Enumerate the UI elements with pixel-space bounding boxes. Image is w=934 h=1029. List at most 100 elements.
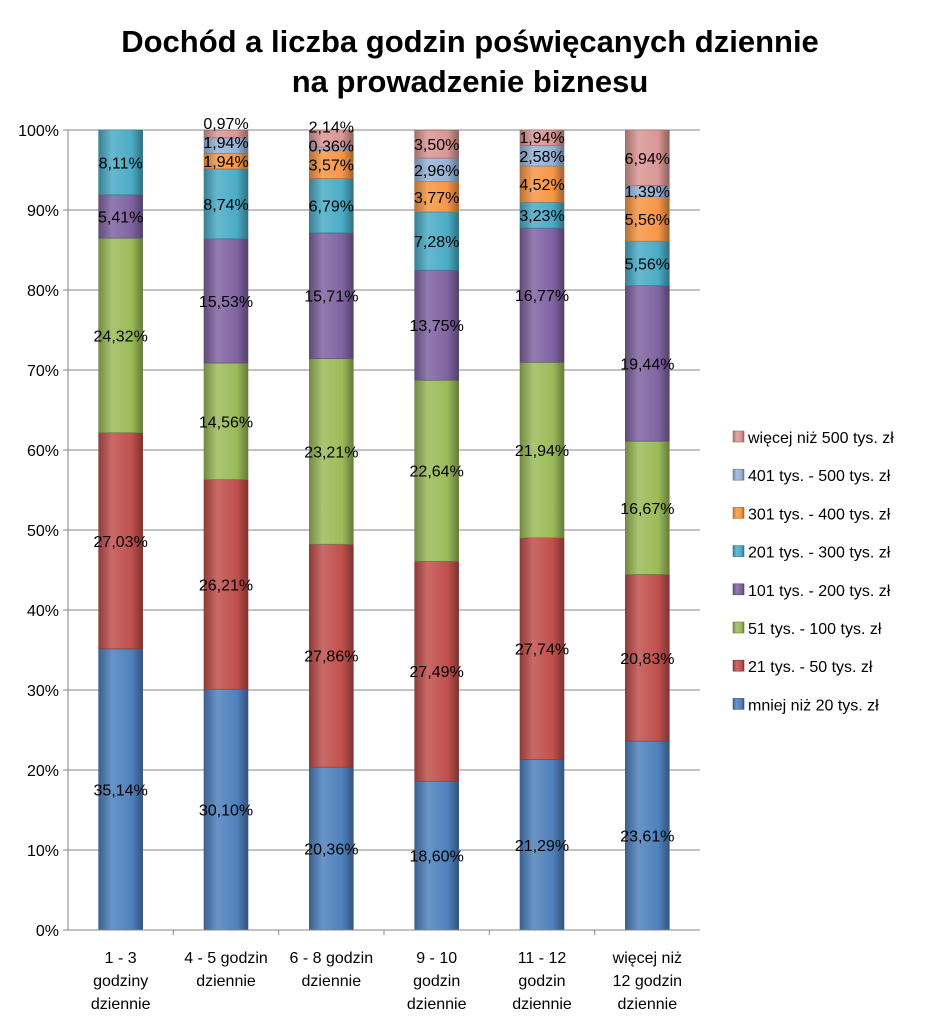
data-label: 23,61%	[620, 829, 674, 846]
legend-item: więcej niż 500 tys. zł	[732, 430, 894, 447]
legend-label: 301 tys. - 400 tys. zł	[748, 506, 891, 523]
bar-segment	[309, 543, 354, 768]
bar-segment	[519, 165, 565, 203]
legend-item: mniej niż 20 tys. zł	[732, 697, 879, 714]
x-tick-label: więcej niż	[612, 950, 682, 967]
y-tick-label: 10%	[27, 843, 59, 860]
data-label: 21,29%	[515, 838, 569, 855]
bar-segment	[203, 362, 249, 480]
data-label: 14,56%	[199, 414, 253, 431]
data-labels: 35,14% 27,03% 24,32% 5,41% 8,11% 30,10% 26,21%…	[94, 116, 675, 865]
legend-item: 21 tys. - 50 tys. zł	[732, 659, 873, 676]
data-label: 27,74%	[515, 642, 569, 659]
x-tick-label: godziny	[93, 973, 148, 990]
data-label: 3,77%	[414, 190, 459, 207]
bar-segment	[203, 168, 249, 240]
bar-segment	[98, 237, 143, 433]
bar-segment	[98, 648, 143, 931]
data-label: 15,71%	[304, 289, 358, 306]
data-label: 15,53%	[199, 294, 253, 311]
data-label: 1,39%	[625, 184, 670, 201]
data-label: 22,64%	[410, 464, 464, 481]
bar-segment	[414, 129, 459, 159]
bar-segment	[625, 196, 670, 242]
data-label: 5,56%	[625, 256, 670, 273]
legend-label: 401 tys. - 500 tys. zł	[748, 468, 891, 485]
data-label: 19,44%	[620, 356, 674, 373]
data-label: 3,57%	[309, 157, 354, 174]
gridlines	[68, 129, 700, 931]
x-tick-label: 4 - 5 godzin	[184, 950, 268, 967]
x-tick-label: 1 - 3	[105, 950, 137, 967]
y-tick-label: 40%	[27, 603, 59, 620]
y-tick-label: 60%	[27, 443, 59, 460]
x-tick-label: dziennie	[196, 973, 256, 990]
data-label: 6,79%	[309, 199, 354, 216]
y-tick-label: 90%	[27, 203, 59, 220]
legend-swatch	[732, 545, 745, 557]
bar-segment	[519, 129, 565, 146]
data-label: 16,67%	[620, 501, 674, 518]
legend-label: więcej niż 500 tys. zł	[747, 430, 894, 447]
data-label: 5,41%	[98, 209, 143, 226]
x-tick-label: 9 - 10	[416, 950, 457, 967]
legend: więcej niż 500 tys. zł 401 tys. - 500 tys…	[732, 430, 894, 714]
legend-label: 201 tys. - 300 tys. zł	[748, 545, 891, 562]
data-label: 26,21%	[199, 577, 253, 594]
data-label: 16,77%	[515, 288, 569, 305]
data-label: 23,21%	[304, 444, 358, 461]
bar-segment	[625, 574, 670, 742]
data-label: 13,75%	[410, 318, 464, 335]
y-tick-label: 100%	[18, 123, 59, 140]
x-axis: 1 - 3 godziny dziennie 4 - 5 godzin dziennie…	[68, 929, 700, 1013]
bar-segment	[519, 361, 565, 539]
data-label: 7,28%	[414, 234, 459, 251]
bar-segment	[625, 285, 670, 442]
bar-segment	[98, 432, 143, 650]
bar-segment	[309, 232, 354, 359]
data-label: 21,94%	[515, 443, 569, 460]
legend-swatch	[732, 583, 745, 596]
y-tick-label: 20%	[27, 763, 59, 780]
bar-segment	[414, 181, 459, 213]
x-tick-label: dziennie	[302, 973, 362, 990]
legend-item: 51 tys. - 100 tys. zł	[732, 621, 882, 638]
data-label: 2,14%	[309, 119, 354, 136]
y-tick-label: 50%	[27, 523, 59, 540]
bar-segment	[203, 238, 249, 364]
legend-swatch	[732, 430, 745, 443]
bar-segment	[309, 358, 354, 545]
data-label: 8,11%	[99, 155, 143, 172]
data-label: 3,50%	[414, 137, 459, 154]
bar-segment	[414, 269, 459, 381]
data-label: 0,97%	[203, 116, 248, 133]
data-label: 1,94%	[519, 130, 564, 147]
x-tick-label: 6 - 8 godzin	[290, 950, 374, 967]
y-tick-label: 30%	[27, 683, 59, 700]
x-tick-label: dziennie	[407, 996, 467, 1013]
legend-label: 101 tys. - 200 tys. zł	[748, 583, 891, 600]
data-label: 18,60%	[410, 849, 464, 866]
data-label: 20,83%	[620, 651, 674, 668]
legend-swatch	[732, 507, 745, 519]
bar-segment	[625, 740, 670, 931]
data-label: 27,03%	[94, 534, 148, 551]
data-label: 24,32%	[94, 328, 148, 345]
bar-segment	[625, 240, 670, 286]
legend-label: 51 tys. - 100 tys. zł	[748, 621, 882, 638]
legend-item: 201 tys. - 300 tys. zł	[732, 545, 891, 562]
legend-item: 301 tys. - 400 tys. zł	[732, 506, 891, 523]
data-label: 20,36%	[304, 842, 358, 859]
bar-segment	[414, 780, 459, 931]
y-axis: 0% 10% 20% 30% 40% 50% 60% 70% 80% 90% 100%	[18, 123, 69, 940]
bar-segment	[414, 211, 459, 271]
legend-swatch	[732, 621, 745, 634]
legend-item: 101 tys. - 200 tys. zł	[732, 583, 891, 600]
data-label: 8,74%	[203, 197, 248, 214]
y-tick-label: 0%	[36, 923, 59, 940]
data-label: 1,94%	[203, 154, 248, 171]
bars	[98, 129, 670, 931]
bar-segment	[625, 129, 670, 186]
data-label: 2,96%	[414, 163, 459, 180]
